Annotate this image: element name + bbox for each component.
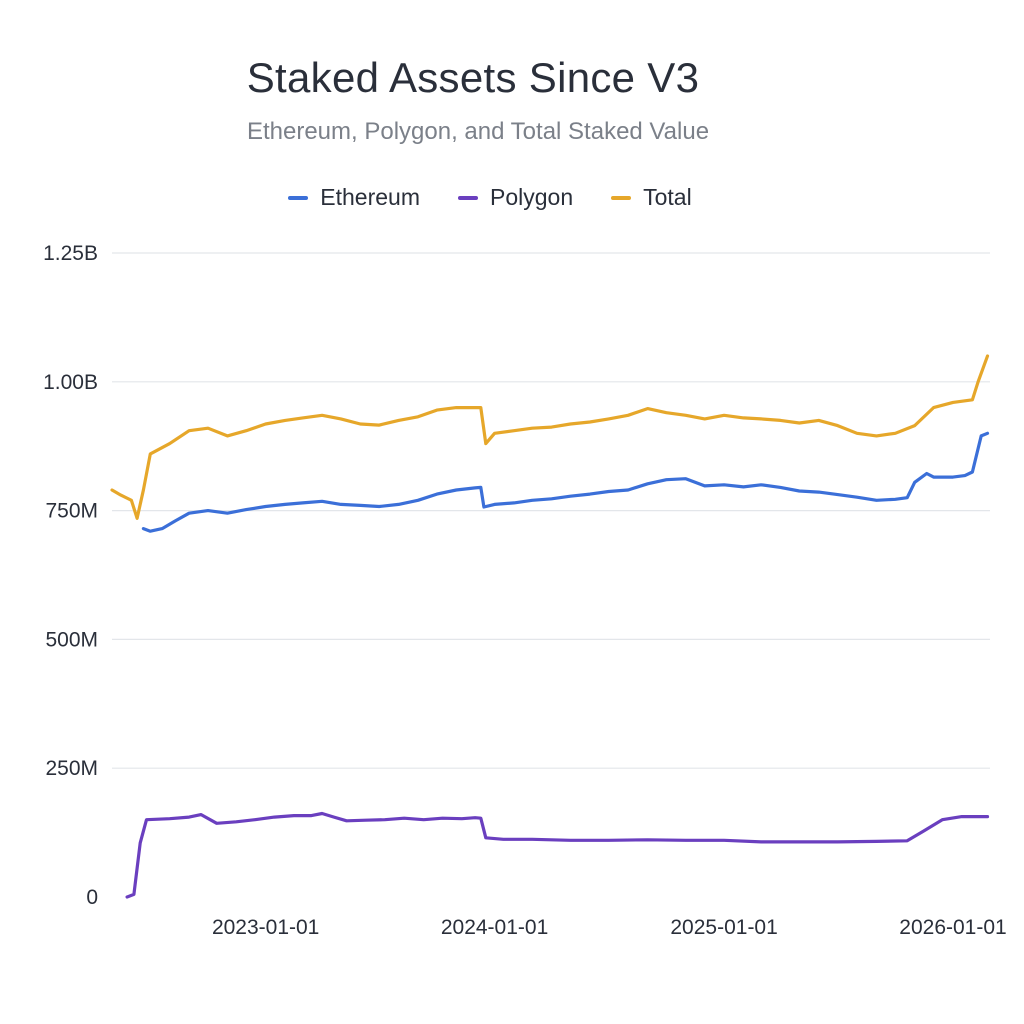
- legend-swatch-polygon: [458, 195, 478, 200]
- legend-swatch-total: [611, 195, 632, 200]
- legend-swatch-ethereum: [288, 195, 309, 200]
- x-axis-tick-labels: 2023-01-01 2024-01-01 2025-01-01 2026-01-01: [212, 916, 1007, 939]
- y-tick-label: 1.00B: [43, 371, 98, 394]
- series-line-polygon[interactable]: [125, 811, 990, 899]
- x-tick-label: 2024-01-01: [441, 916, 548, 939]
- y-tick-label: 250M: [45, 757, 98, 780]
- chart-title: Staked Assets Since V3: [246, 54, 700, 101]
- legend-item-ethereum[interactable]: Ethereum: [288, 184, 420, 211]
- legend-label-total: Total: [643, 184, 692, 210]
- legend-item-polygon[interactable]: Polygon: [458, 184, 573, 211]
- legend: Ethereum Polygon Total: [0, 184, 980, 211]
- legend-label-ethereum: Ethereum: [320, 184, 420, 210]
- x-tick-label: 2023-01-01: [212, 916, 319, 939]
- y-tick-label: 1.25B: [43, 242, 98, 265]
- series-line-total[interactable]: [110, 354, 990, 520]
- legend-item-total[interactable]: Total: [611, 184, 692, 211]
- y-tick-label: 500M: [45, 628, 98, 651]
- chart-subtitle: Ethereum, Polygon, and Total Staked Valu…: [246, 118, 710, 145]
- x-tick-label: 2025-01-01: [670, 916, 777, 939]
- gridlines: [112, 252, 990, 769]
- series-line-ethereum[interactable]: [141, 431, 990, 533]
- x-tick-label: 2026-01-01: [899, 916, 1006, 939]
- series-lines: [110, 354, 990, 899]
- y-axis-tick-labels: 0 250M 500M 750M 1.00B 1.25B: [43, 242, 98, 909]
- y-tick-label: 0: [86, 886, 98, 909]
- y-tick-label: 750M: [45, 500, 98, 523]
- legend-label-polygon: Polygon: [490, 184, 574, 210]
